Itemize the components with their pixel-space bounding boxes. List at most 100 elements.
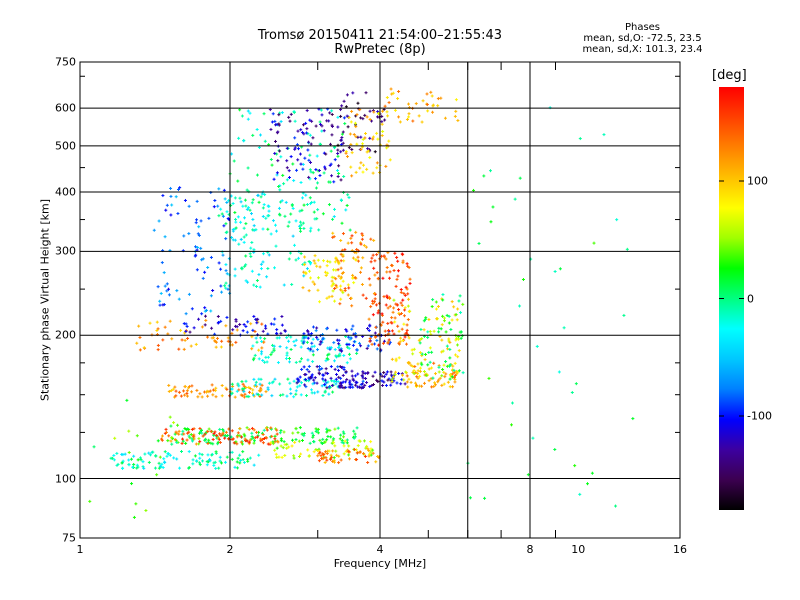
data-point (172, 421, 176, 425)
data-point (468, 496, 472, 500)
data-point (197, 225, 201, 229)
data-point (359, 161, 363, 165)
data-point (441, 314, 445, 318)
data-point (209, 294, 213, 298)
data-point (238, 323, 242, 327)
data-point (347, 116, 351, 120)
data-point (384, 303, 388, 307)
data-point (342, 354, 346, 358)
data-point (558, 267, 562, 271)
data-point (383, 118, 387, 122)
data-point (432, 329, 436, 333)
data-point (289, 347, 293, 351)
data-point (339, 114, 343, 118)
data-point (168, 319, 172, 323)
data-point (230, 391, 234, 395)
data-point (214, 450, 218, 454)
data-point (250, 347, 254, 351)
data-point (197, 233, 201, 237)
data-point (349, 336, 353, 340)
data-point (336, 426, 340, 430)
data-point (200, 258, 204, 262)
data-point (329, 457, 333, 461)
data-point (350, 327, 354, 331)
data-point (276, 159, 280, 163)
data-point (219, 434, 223, 438)
y-tick-label: 200 (55, 328, 76, 342)
data-point (375, 161, 379, 165)
data-point (448, 340, 452, 344)
data-point (356, 135, 360, 139)
data-point (285, 353, 289, 357)
data-point (345, 93, 349, 97)
data-point (242, 235, 246, 239)
data-point (313, 177, 317, 181)
data-point (336, 148, 340, 152)
data-point (396, 97, 400, 101)
data-point (206, 335, 210, 339)
y-tick-label: 300 (55, 244, 76, 258)
data-point (163, 235, 167, 239)
data-point (333, 348, 337, 352)
data-point (170, 436, 174, 440)
data-point (280, 111, 284, 115)
data-point (420, 363, 424, 367)
data-point (266, 227, 270, 231)
data-point (160, 438, 164, 442)
data-point (92, 445, 96, 449)
data-point (384, 164, 388, 168)
data-point (323, 165, 327, 169)
data-point (219, 207, 223, 211)
data-point (408, 277, 412, 281)
data-point (336, 143, 340, 147)
data-point (183, 393, 187, 397)
data-point (251, 228, 255, 232)
data-point (355, 351, 359, 355)
data-point (292, 456, 296, 460)
data-point (430, 366, 434, 370)
data-point (273, 377, 277, 381)
data-point (339, 266, 343, 270)
data-point (191, 462, 195, 466)
data-point (333, 367, 337, 371)
data-point (442, 316, 446, 320)
data-point (285, 446, 289, 450)
data-point (329, 435, 333, 439)
data-point (212, 463, 216, 467)
data-point (382, 255, 386, 259)
data-point (156, 439, 160, 443)
data-point (345, 378, 349, 382)
data-point (319, 108, 323, 112)
data-point (297, 147, 301, 151)
data-point (221, 253, 225, 257)
data-point (223, 197, 227, 201)
data-point (224, 434, 228, 438)
data-point (308, 153, 312, 157)
data-point (130, 457, 134, 461)
data-point (223, 436, 227, 440)
data-point (337, 384, 341, 388)
data-point (324, 359, 328, 363)
data-point (357, 341, 361, 345)
data-point (373, 331, 377, 335)
data-point (235, 460, 239, 464)
data-point (251, 133, 255, 137)
data-point (338, 354, 342, 358)
data-point (400, 303, 404, 307)
data-point (238, 196, 242, 200)
data-point (356, 255, 360, 259)
data-point (389, 263, 393, 267)
data-point (341, 148, 345, 152)
data-point (337, 171, 341, 175)
data-point (407, 266, 411, 270)
data-point (386, 306, 390, 310)
data-point (307, 454, 311, 458)
data-point (316, 288, 320, 292)
data-point (332, 235, 336, 239)
data-point (426, 335, 430, 339)
data-point (264, 355, 268, 359)
data-point (274, 223, 278, 227)
data-point (373, 259, 377, 263)
grid-lines (80, 62, 680, 538)
data-point (181, 439, 185, 443)
